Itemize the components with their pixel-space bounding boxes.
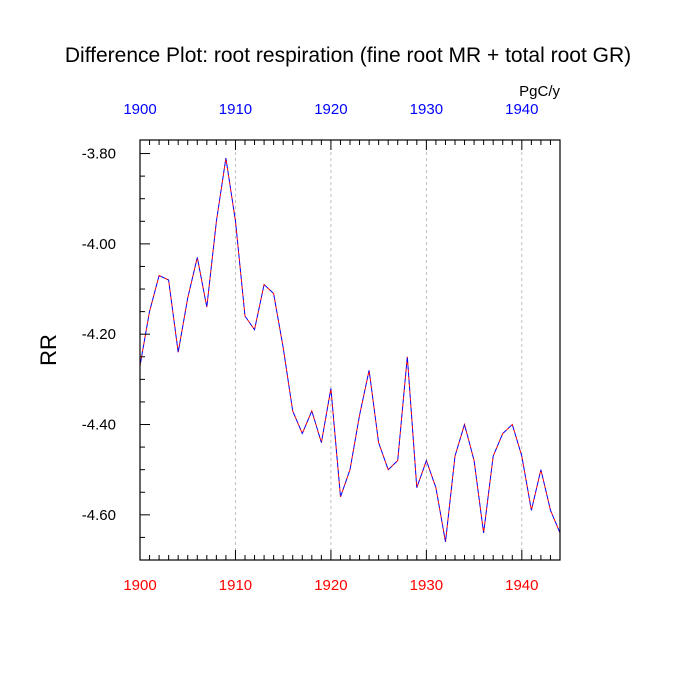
grid-lines (235, 140, 523, 560)
series-line-series_b (139, 158, 561, 542)
y-tick-label: -4.40 (82, 417, 116, 434)
x-tick-label-bottom: 1940 (505, 577, 538, 594)
x-tick-label-top: 1900 (123, 101, 156, 118)
x-tick-label-bottom: 1920 (314, 577, 347, 594)
axis-ticks (139, 140, 561, 561)
units-label: PgC/y (519, 83, 560, 100)
chart-title: Difference Plot: root respiration (fine … (65, 44, 631, 67)
y-axis-label: RR (36, 334, 61, 366)
series-lines (139, 158, 561, 542)
x-tick-label-top: 1920 (314, 101, 347, 118)
x-tick-label-bottom: 1930 (410, 577, 443, 594)
x-tick-label-top: 1940 (505, 101, 538, 118)
y-tick-label: -3.80 (82, 146, 116, 163)
x-tick-label-bottom: 1900 (123, 577, 156, 594)
x-tick-label-top: 1930 (410, 101, 443, 118)
y-tick-label: -4.00 (82, 236, 116, 253)
series-line-series_a (139, 158, 561, 542)
tick-labels: 1900 1900 1910 1910 1920 1920 1930 1930 1940 1940… (82, 101, 539, 594)
plot-frame (139, 139, 561, 561)
y-tick-label: -4.20 (82, 326, 116, 343)
x-tick-label-top: 1910 (219, 101, 252, 118)
y-tick-label: -4.60 (82, 507, 116, 524)
x-tick-label-bottom: 1910 (219, 577, 252, 594)
